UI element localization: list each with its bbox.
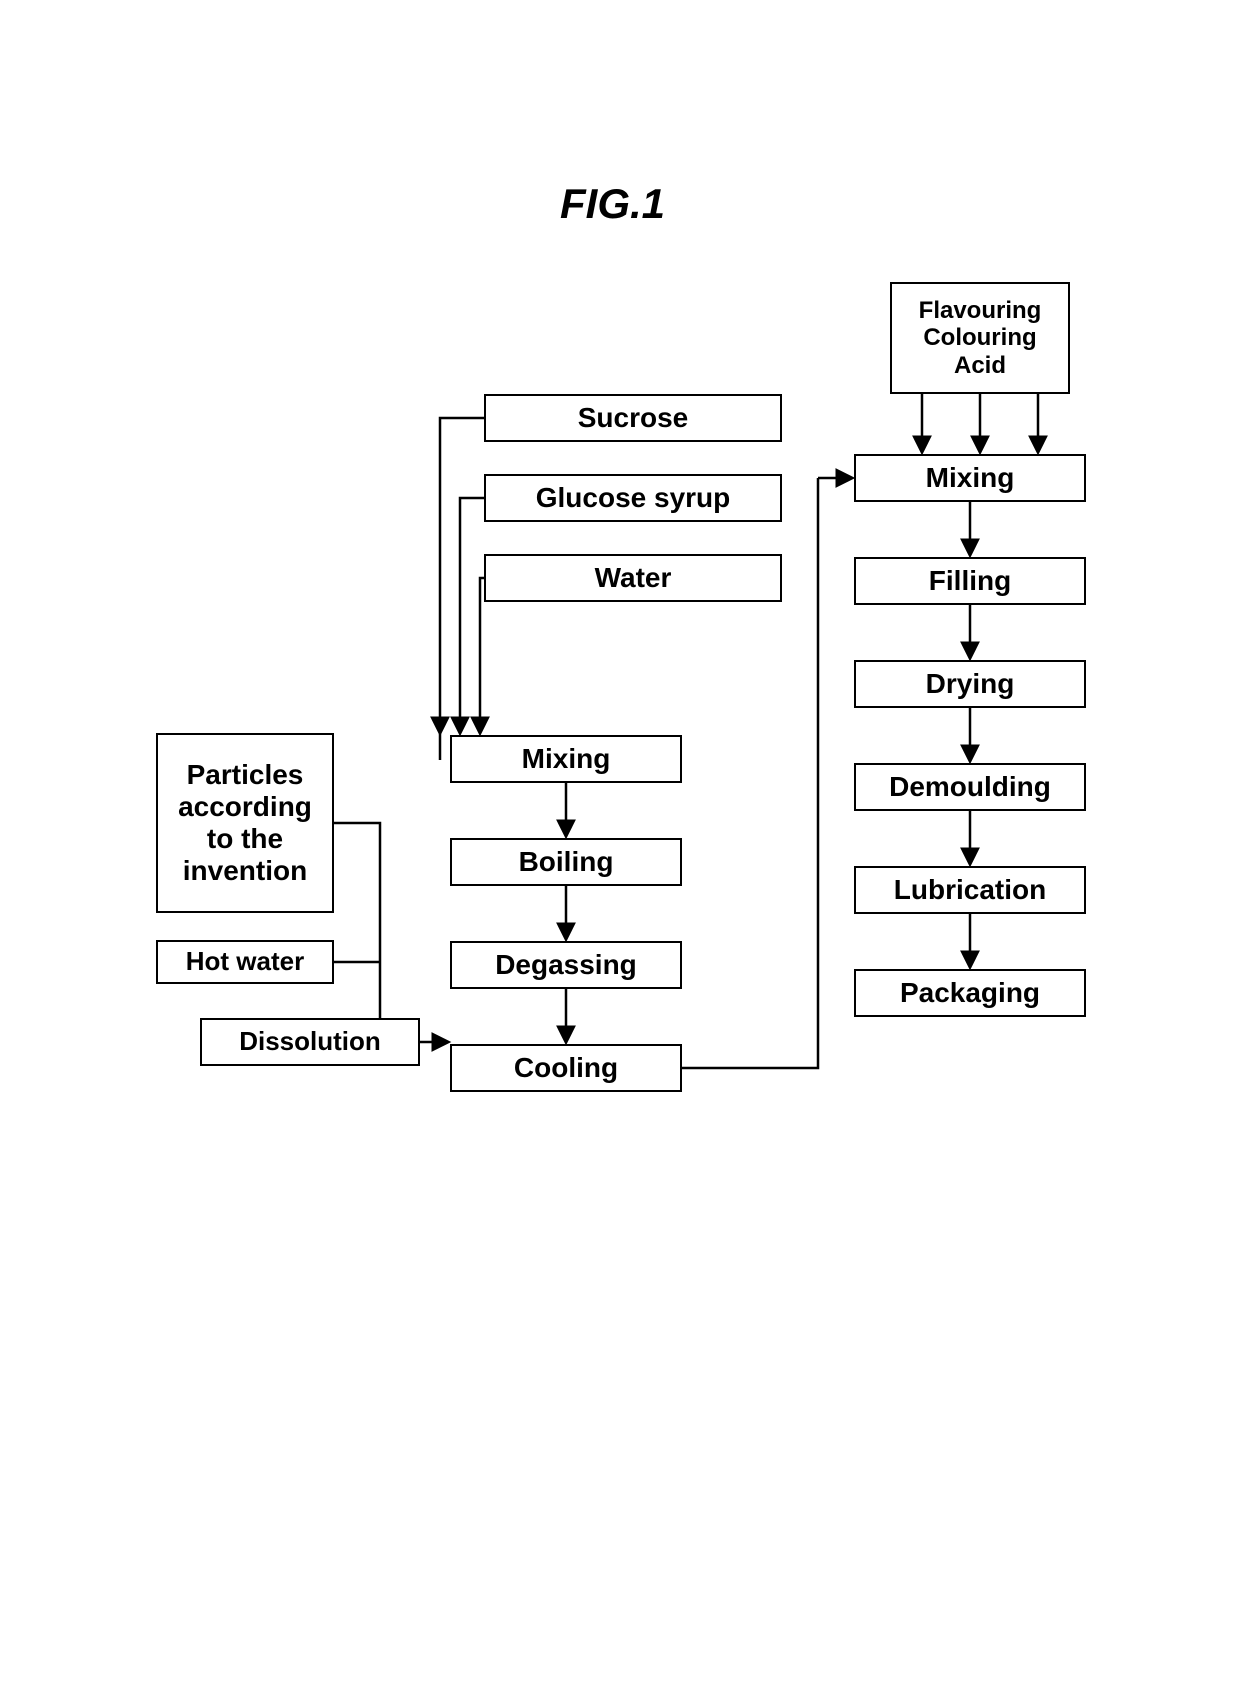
- node-cooling: Cooling: [450, 1044, 682, 1092]
- node-drying: Drying: [854, 660, 1086, 708]
- node-particles: Particlesaccordingto theinvention: [156, 733, 334, 913]
- node-degassing: Degassing: [450, 941, 682, 989]
- node-additives: FlavouringColouringAcid: [890, 282, 1070, 394]
- edge: [460, 498, 484, 730]
- figure-title: FIG.1: [560, 180, 665, 228]
- node-sucrose: Sucrose: [484, 394, 782, 442]
- node-mixing1: Mixing: [450, 735, 682, 783]
- edge: [440, 418, 484, 730]
- node-mixing2: Mixing: [854, 454, 1086, 502]
- node-dissolution: Dissolution: [200, 1018, 420, 1066]
- node-boiling: Boiling: [450, 838, 682, 886]
- node-hotwater: Hot water: [156, 940, 334, 984]
- page: FIG.1 Particlesaccordingto theinvention H…: [0, 0, 1240, 1691]
- node-water: Water: [484, 554, 782, 602]
- node-glucose: Glucose syrup: [484, 474, 782, 522]
- node-demoulding: Demoulding: [854, 763, 1086, 811]
- edge: [334, 823, 405, 1042]
- node-packaging: Packaging: [854, 969, 1086, 1017]
- node-lubrication: Lubrication: [854, 866, 1086, 914]
- node-filling: Filling: [854, 557, 1086, 605]
